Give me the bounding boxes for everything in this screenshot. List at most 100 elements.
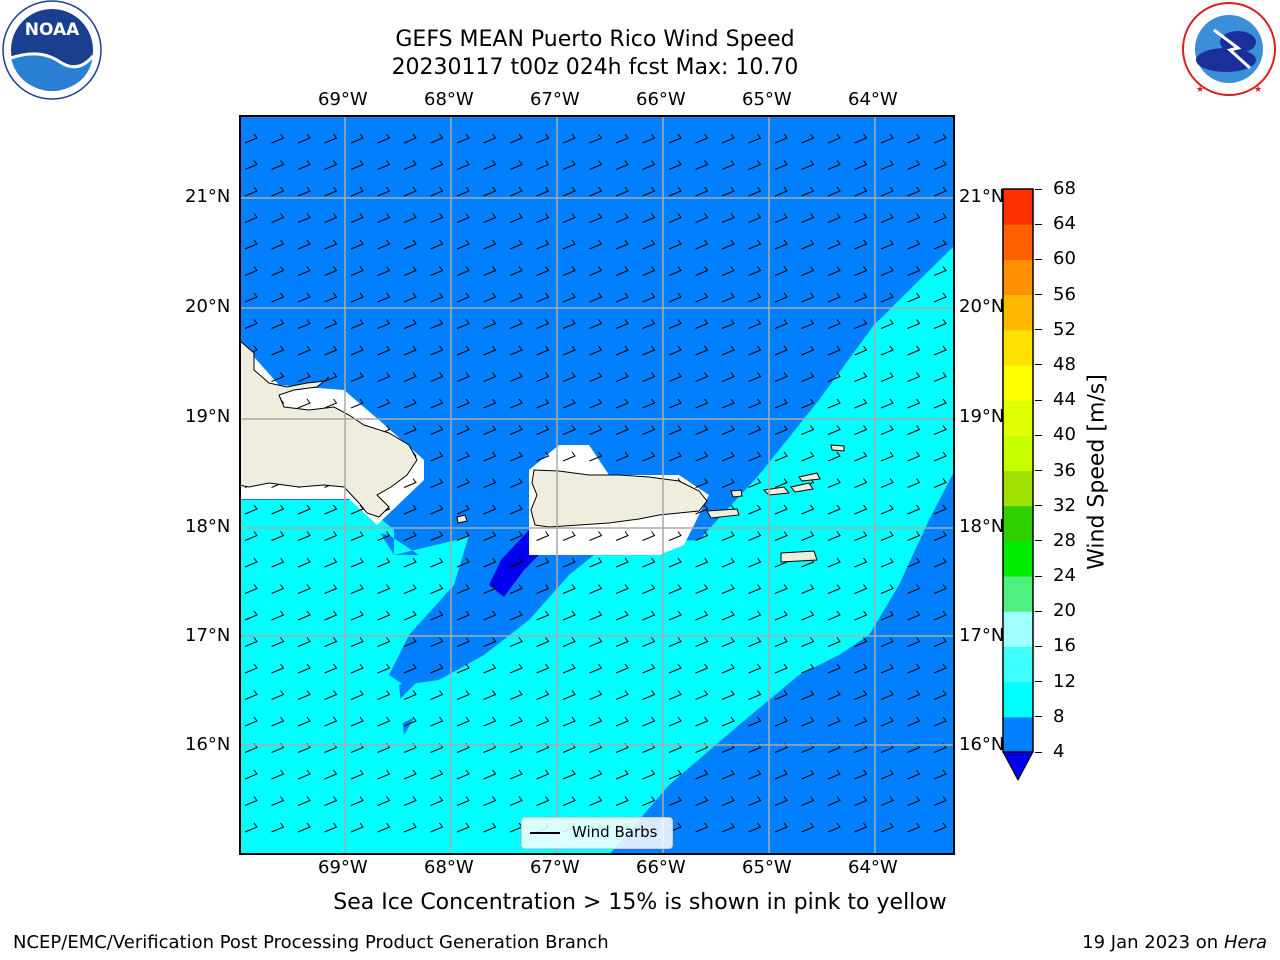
wind-barb [562,398,576,409]
wind-barb [854,610,868,621]
wind-barb [801,292,815,303]
wind-barb [271,584,285,594]
wind-barb [297,186,311,197]
wind-barb [324,531,338,541]
wind-barb [589,345,603,356]
wind-barb [615,319,629,329]
wind-barb [509,610,523,621]
wind-barb [695,584,709,594]
wind-barb [695,690,709,700]
wind-barb [933,451,947,462]
wind-barb [244,266,258,276]
wind-barb [748,531,762,541]
wind-barb [748,186,762,197]
footer-date-text: 19 Jan 2023 on [1082,932,1224,953]
colorbar-segment [1003,505,1033,542]
wind-barb [244,610,258,621]
wind-barb [350,769,364,780]
wind-barb [880,610,894,621]
wind-barb [589,186,603,197]
colorbar-tick-mark [1035,540,1042,542]
wind-barb [589,372,603,382]
wind-barb [880,372,894,382]
wind-barb [456,292,470,303]
wind-barb [668,239,682,250]
wind-barb [615,213,629,223]
wind-barb [483,292,497,303]
wind-barb [695,716,709,727]
wind-barb [854,239,868,250]
wind-barb [615,531,629,541]
wind-barb [324,769,338,780]
wind-barb [324,372,338,382]
wind-barb [536,690,550,700]
wind-barb [668,690,682,700]
wind-barb [589,425,603,435]
wind-barb [244,186,258,197]
wind-barb [483,690,497,700]
wind-barb [642,133,656,144]
wind-barb [854,451,868,462]
wind-barb [589,319,603,329]
wind-barb [297,716,311,727]
colorbar-tick-mark [1035,681,1042,683]
colorbar-tick-mark [1035,399,1042,401]
wind-barb [668,531,682,541]
wind-barb [668,292,682,303]
wind-barb [562,690,576,700]
wind-barb [271,796,285,806]
wind-barb [668,822,682,833]
wind-barb [377,398,391,409]
wind-barb [933,690,947,700]
wind-barb [297,372,311,382]
wind-barb [297,822,311,833]
wind-barb [721,239,735,250]
wind-barb [695,504,709,515]
wind-barb [430,504,444,515]
wind-barb [509,663,523,674]
wind-barb [933,584,947,594]
wind-barb [350,133,364,144]
wind-barb [483,266,497,276]
wind-barb [907,531,921,541]
nws-logo: ★ ★ [1182,2,1276,96]
wind-barb [589,398,603,409]
wind-barb [721,796,735,806]
wind-barb [748,769,762,780]
lat-label-right: 16°N [959,734,1005,755]
wind-barb [907,663,921,674]
wind-barb [801,531,815,541]
wind-barb [827,478,841,488]
wind-barb [933,796,947,806]
wind-barb [297,398,311,409]
wind-barb [509,133,523,144]
wind-barb [642,584,656,594]
wind-barb [483,610,497,621]
wind-barb [456,663,470,674]
lat-label-left: 16°N [185,734,231,755]
noaa-logo: NOAA [2,0,102,100]
wind-barb [615,451,629,462]
lon-label-bottom: 68°W [424,857,474,878]
wind-barb [403,213,417,223]
wind-barb [562,769,576,780]
wind-barb [907,478,921,488]
wind-barb [615,610,629,621]
wind-barb [483,796,497,806]
colorbar-tick-mark [1035,751,1042,753]
wind-barb [244,531,258,541]
wind-barb [907,133,921,144]
colorbar-segment [1003,224,1033,260]
wind-barb [907,769,921,780]
land-mona-island [456,514,468,524]
wind-barb [695,451,709,462]
wind-barb [801,504,815,515]
wind-barb [642,531,656,541]
lat-label-right: 21°N [959,186,1005,207]
footer-date: 19 Jan 2023 on Hera [1082,932,1267,953]
colorbar-tick-label: 24 [1053,565,1076,587]
wind-barb [615,239,629,250]
wind-barb [774,822,788,833]
wind-barb [827,690,841,700]
wind-barb [642,239,656,250]
